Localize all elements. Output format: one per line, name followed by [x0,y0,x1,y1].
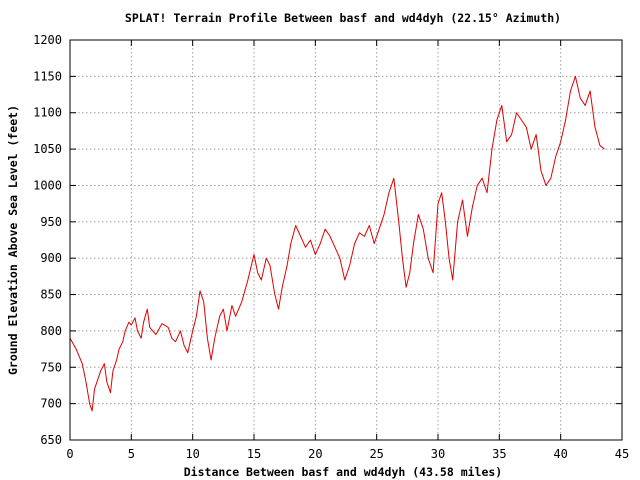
x-tick-label: 35 [492,447,506,461]
x-tick-label: 10 [185,447,199,461]
x-tick-labels: 0 5 10 15 20 25 30 35 40 45 [66,447,629,461]
y-tick-label: 700 [40,397,62,411]
x-tick-label: 30 [431,447,445,461]
terrain-profile-line [69,75,605,412]
x-tick-label: 0 [66,447,73,461]
y-tick-label: 1100 [33,106,62,120]
grid-lines [70,40,622,440]
tick-marks [69,39,623,441]
x-tick-label: 15 [247,447,261,461]
y-tick-label: 750 [40,360,62,374]
x-tick-label: 45 [615,447,629,461]
series-group [69,75,605,412]
plot-frame [69,39,623,441]
x-tick-label: 25 [369,447,383,461]
x-tick-label: 5 [128,447,135,461]
y-tick-label: 900 [40,251,62,265]
x-tick-label: 40 [553,447,567,461]
y-tick-labels: 650 700 750 800 850 900 950 1000 1050 1100 1150 120… [33,33,62,447]
y-tick-label: 850 [40,288,62,302]
y-tick-label: 650 [40,433,62,447]
y-tick-label: 800 [40,324,62,338]
chart-title: SPLAT! Terrain Profile Between basf and … [125,11,561,25]
x-axis-label: Distance Between basf and wd4dyh (43.58 … [184,465,503,479]
y-tick-label: 950 [40,215,62,229]
y-tick-label: 1200 [33,33,62,47]
x-tick-label: 20 [308,447,322,461]
y-tick-label: 1050 [33,142,62,156]
y-tick-label: 1000 [33,178,62,192]
y-axis-label: Ground Elevation Above Sea Level (feet) [6,105,20,375]
y-tick-label: 1150 [33,69,62,83]
